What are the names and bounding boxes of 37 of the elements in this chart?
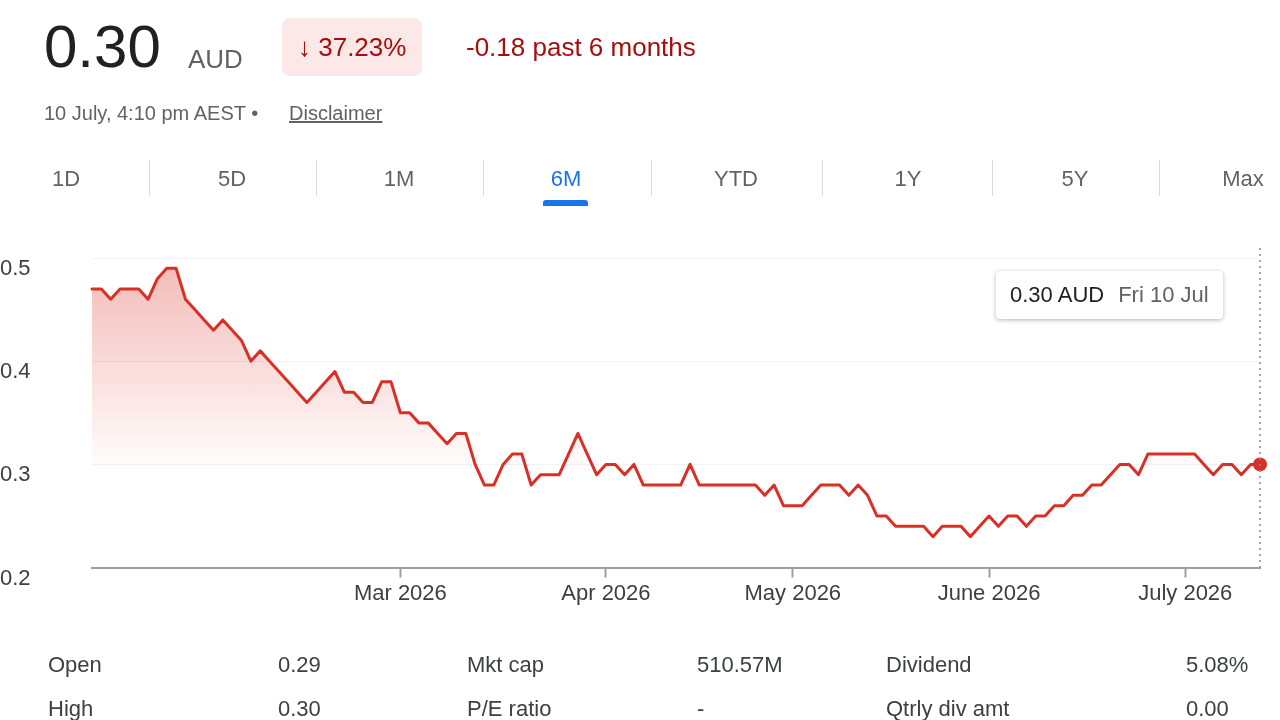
y-tick-label: 0.4 [0, 358, 31, 384]
text: 1Y [894, 166, 922, 192]
y-tick-label: 0.3 [0, 461, 31, 487]
text: 0.00 [1186, 696, 1229, 720]
text: Disclaimer [289, 102, 383, 125]
text: 6M [550, 166, 582, 192]
text: 5Y [1061, 166, 1089, 192]
text: Dividend [886, 652, 972, 678]
text: 5.08% [1186, 652, 1249, 678]
text: 510.57M [697, 652, 783, 678]
x-tick-label: July 2026 [1138, 579, 1233, 605]
text: 1D [51, 166, 81, 192]
text: 1M [383, 166, 415, 192]
x-tick-label: Mar 2026 [353, 579, 447, 605]
text: Qtrly div amt [886, 696, 1010, 720]
x-tick-label: June 2026 [937, 579, 1041, 605]
y-tick-label: 0.5 [0, 255, 31, 281]
text: - [697, 696, 705, 720]
x-tick-label: May 2026 [744, 579, 842, 605]
text: ↓ 37.23% [282, 18, 423, 76]
annotation: Fri 10 Jul [1118, 282, 1209, 307]
text: Mkt cap [467, 652, 545, 678]
text: YTD [714, 166, 758, 192]
text: 0.29 [278, 652, 321, 678]
text: Open [48, 652, 102, 678]
text: 0.30 [44, 13, 161, 80]
text: AUD [188, 44, 243, 75]
text: -0.18 past 6 months [466, 32, 696, 63]
text: High [48, 696, 94, 720]
annotation: 0.30 AUD [1010, 282, 1105, 307]
text: 0.30 [278, 696, 321, 720]
y-tick-label: 0.2 [0, 564, 31, 590]
text: 10 July, 4:10 pm AEST • [44, 102, 259, 125]
x-tick-label: Apr 2026 [561, 579, 651, 605]
text: 5D [217, 166, 247, 192]
text: Max [1222, 166, 1264, 192]
text: P/E ratio [467, 696, 552, 720]
